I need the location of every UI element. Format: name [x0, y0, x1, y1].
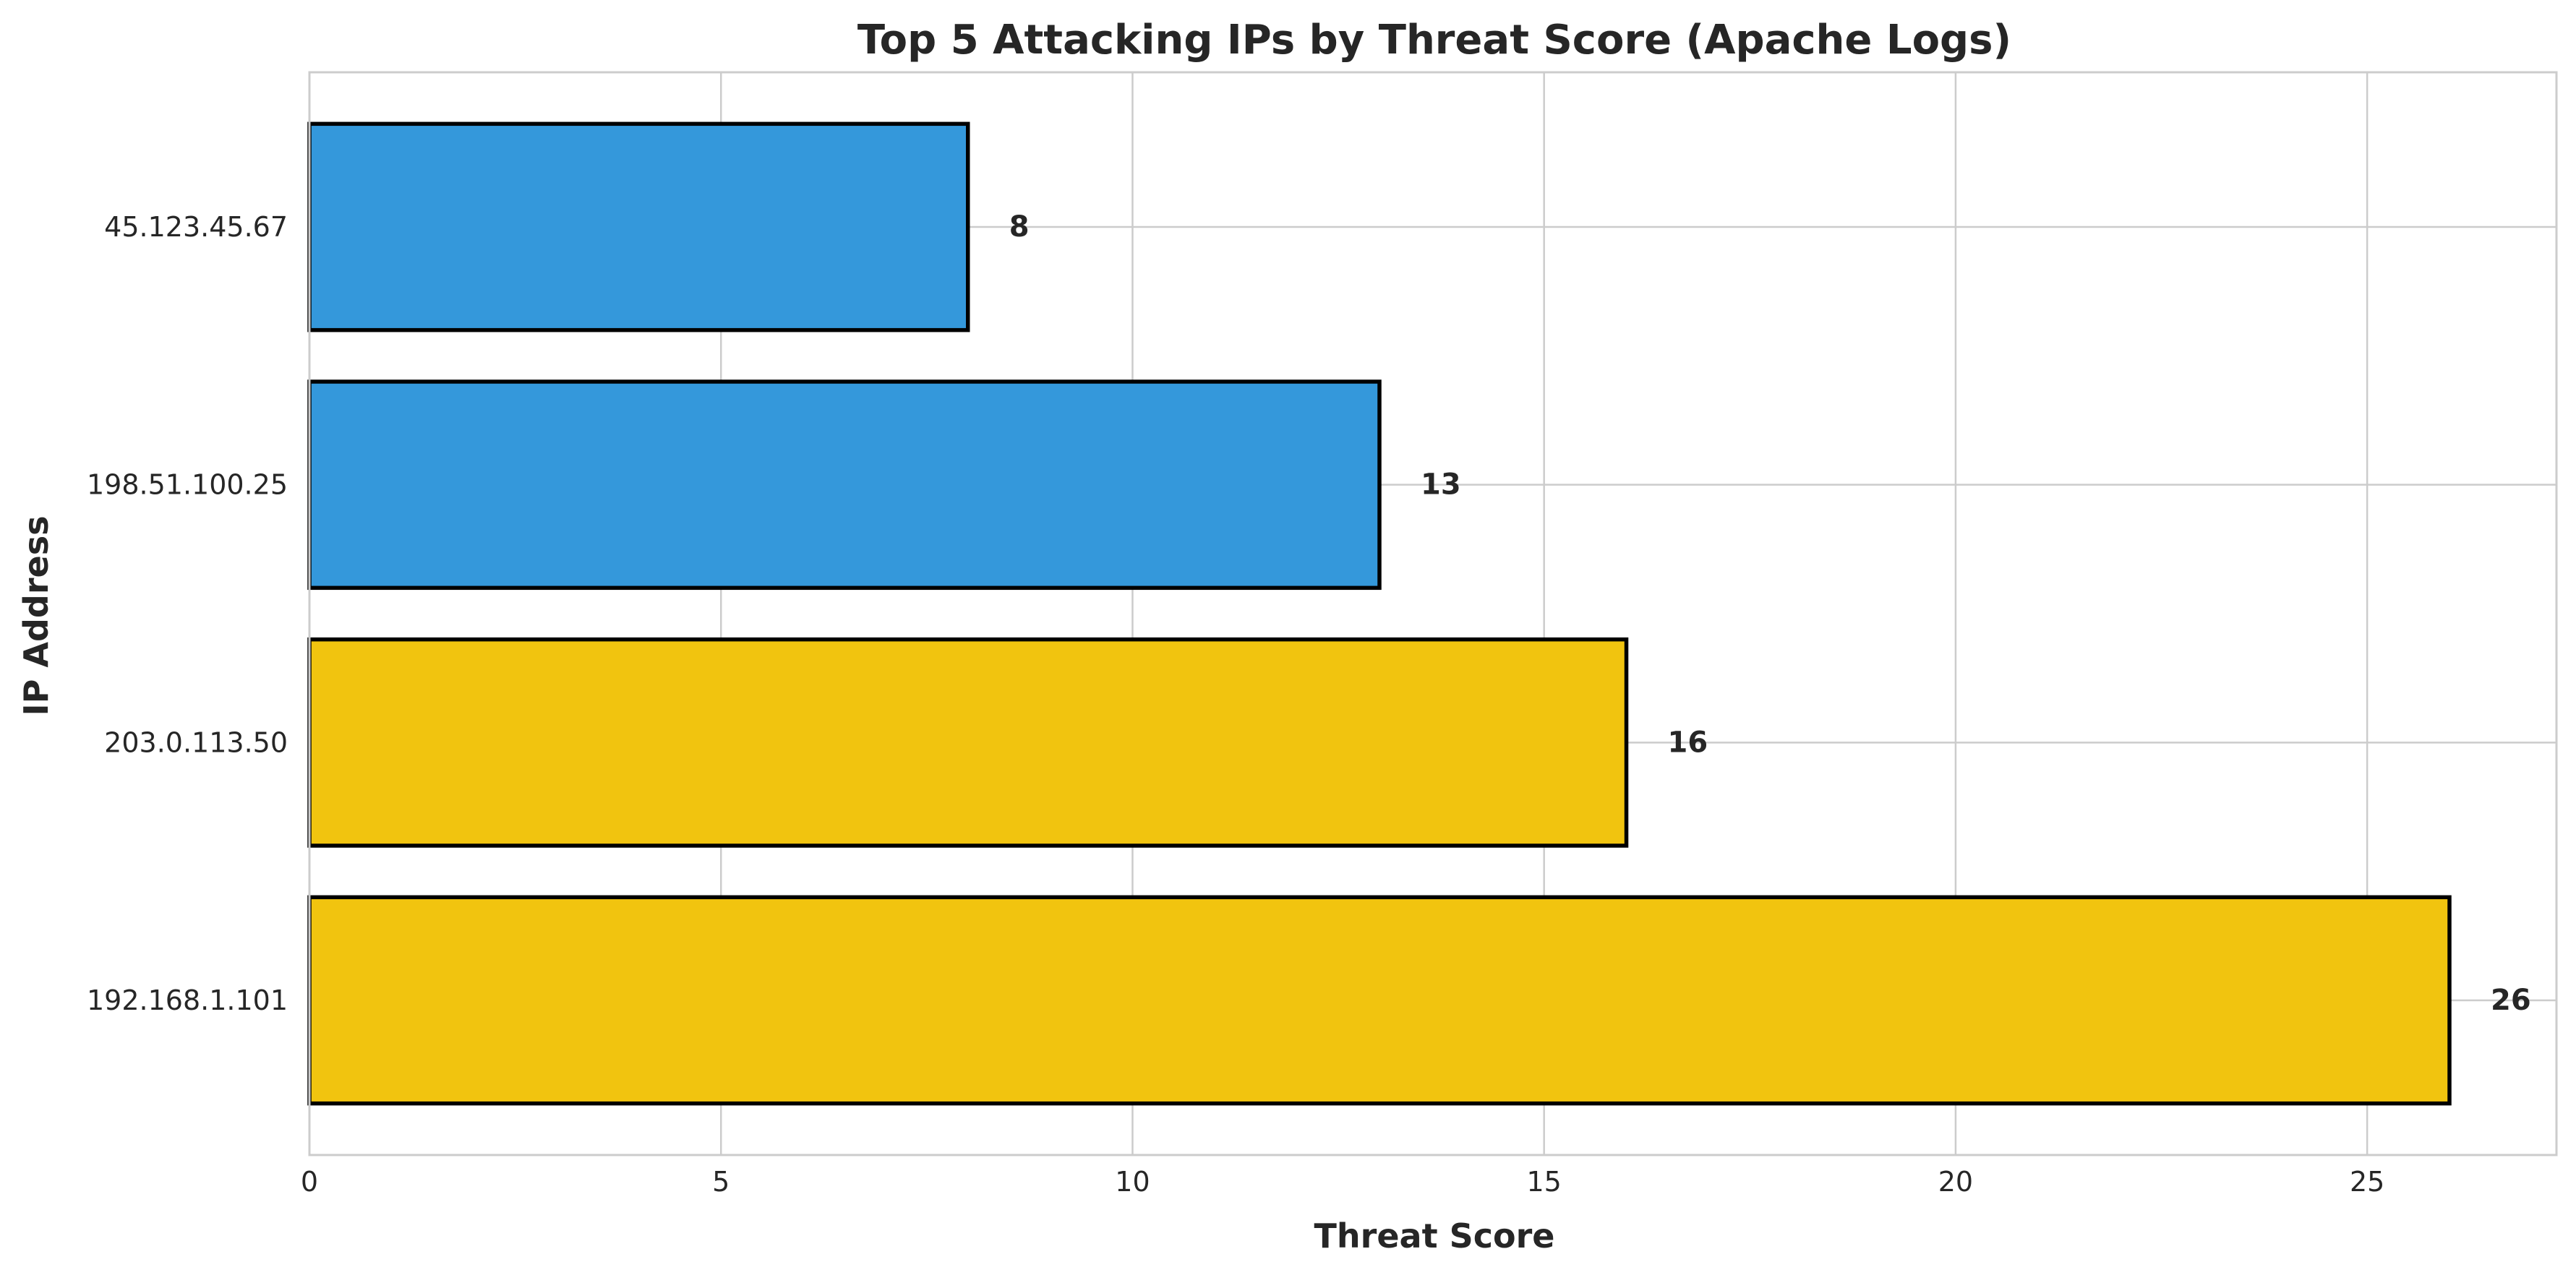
x-tick-label: 5 — [712, 1166, 729, 1198]
x-tick-label: 20 — [1938, 1166, 1973, 1198]
labels-layer: 0 5 10 15 20 25 192.168.1.101 26 203.0.113.50 16 1… — [87, 210, 2531, 1198]
y-tick-label: 45.123.45.67 — [104, 211, 288, 243]
y-tick-label: 203.0.113.50 — [104, 726, 288, 758]
bars-layer — [307, 121, 2452, 1106]
x-tick-label: 10 — [1115, 1166, 1150, 1198]
bar-192-168-1-101 — [307, 895, 2452, 1106]
plot-frame — [308, 71, 2558, 1156]
bar-45-123-45-67 — [307, 121, 970, 332]
bar-value-label: 8 — [1009, 210, 1030, 244]
bar-value-label: 16 — [1668, 726, 1708, 759]
bar-value-label: 26 — [2491, 984, 2531, 1017]
x-axis-label: Threat Score — [1314, 1216, 1555, 1255]
bar-198-51-100-25 — [307, 379, 1382, 591]
x-tick-label: 25 — [2350, 1166, 2384, 1198]
x-tick-label: 0 — [301, 1166, 318, 1198]
y-tick-label: 192.168.1.101 — [87, 984, 288, 1016]
frame-layer — [308, 71, 2558, 1156]
chart-title: Top 5 Attacking IPs by Threat Score (Apa… — [857, 17, 2011, 64]
y-tick-label: 198.51.100.25 — [87, 469, 288, 501]
x-tick-label: 15 — [1527, 1166, 1562, 1198]
bar-203-0-113-50 — [307, 637, 1629, 848]
bar-value-label: 13 — [1421, 468, 1461, 502]
y-axis-label: IP Address — [17, 516, 56, 716]
